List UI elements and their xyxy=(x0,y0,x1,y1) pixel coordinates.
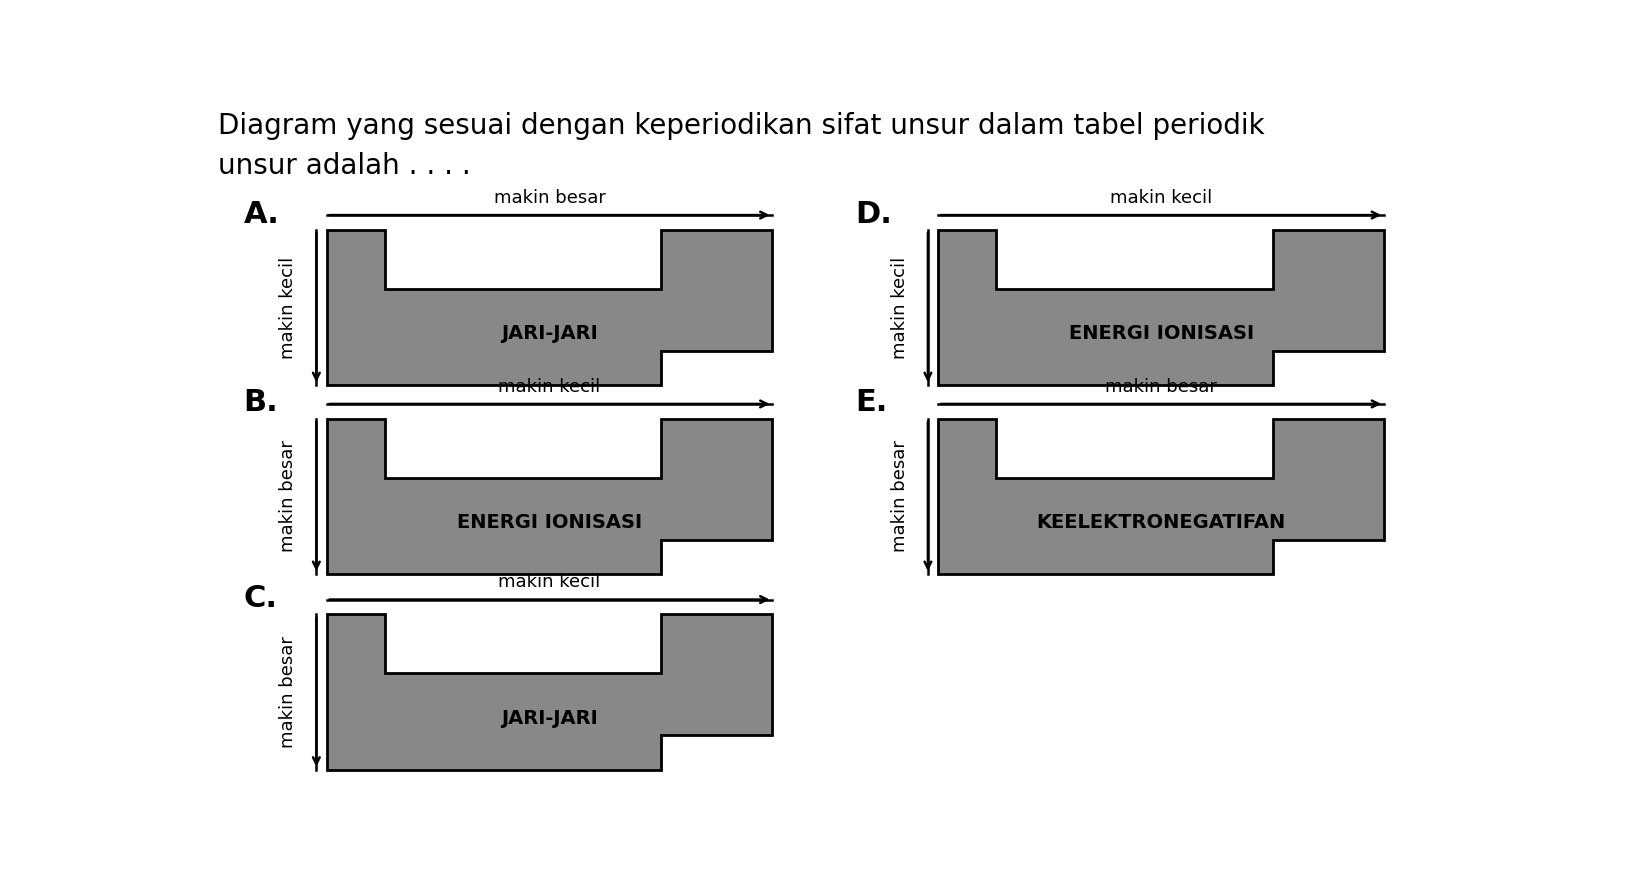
Text: ENERGI IONISASI: ENERGI IONISASI xyxy=(1069,324,1254,343)
Polygon shape xyxy=(327,230,773,385)
Text: makin besar: makin besar xyxy=(279,441,298,552)
Text: E.: E. xyxy=(855,388,888,418)
Text: JARI-JARI: JARI-JARI xyxy=(501,709,598,728)
Text: JARI-JARI: JARI-JARI xyxy=(501,324,598,343)
Text: A.: A. xyxy=(243,200,279,229)
Text: D.: D. xyxy=(855,200,893,229)
Text: makin kecil: makin kecil xyxy=(498,574,600,591)
Text: B.: B. xyxy=(243,388,278,418)
Text: makin kecil: makin kecil xyxy=(279,257,298,358)
Text: makin kecil: makin kecil xyxy=(891,257,909,358)
Text: ENERGI IONISASI: ENERGI IONISASI xyxy=(457,513,643,533)
Text: makin besar: makin besar xyxy=(279,636,298,748)
Text: makin kecil: makin kecil xyxy=(498,378,600,396)
Text: makin besar: makin besar xyxy=(1105,378,1217,396)
Polygon shape xyxy=(327,419,773,574)
Text: makin besar: makin besar xyxy=(891,441,909,552)
Polygon shape xyxy=(939,230,1384,385)
Text: makin kecil: makin kecil xyxy=(1110,189,1212,207)
Text: Diagram yang sesuai dengan keperiodikan sifat unsur dalam tabel periodik: Diagram yang sesuai dengan keperiodikan … xyxy=(219,112,1264,140)
Text: KEELEKTRONEGATIFAN: KEELEKTRONEGATIFAN xyxy=(1036,513,1286,533)
Polygon shape xyxy=(327,614,773,769)
Text: unsur adalah . . . .: unsur adalah . . . . xyxy=(219,152,470,180)
Polygon shape xyxy=(939,419,1384,574)
Text: C.: C. xyxy=(243,584,278,613)
Text: makin besar: makin besar xyxy=(493,189,605,207)
